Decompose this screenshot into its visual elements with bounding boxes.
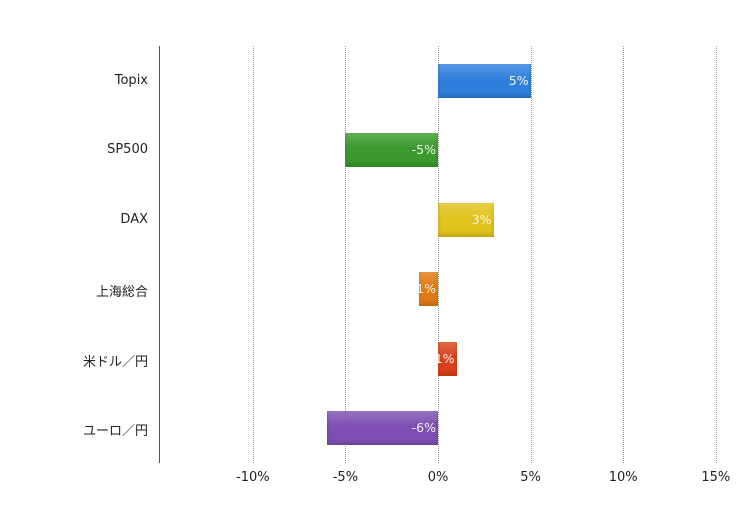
bar-value-label: -5% [411, 142, 436, 158]
bar [419, 272, 438, 307]
x-tick-label: -10% [236, 470, 270, 485]
bar-value-label: -1% [411, 281, 436, 297]
category-label: ユーロ／円 [82, 424, 148, 439]
y-axis-line [159, 46, 160, 463]
gridline [438, 46, 439, 463]
x-tick-label: 15% [701, 470, 731, 485]
x-tick-label: -5% [332, 470, 359, 485]
x-tick-label: 10% [608, 470, 638, 485]
bar-value-label: -6% [411, 420, 436, 435]
bar [345, 133, 438, 168]
bar-value-label: 5% [508, 73, 529, 88]
category-label: DAX [120, 211, 148, 227]
category-label: 上海総合 [95, 285, 148, 301]
category-label: SP500 [107, 142, 148, 158]
gridline [623, 46, 625, 463]
bar-value-label: 1% [434, 350, 455, 366]
category-label: Topix [114, 73, 148, 88]
gridline [530, 46, 532, 463]
bar [438, 202, 494, 237]
category-label: 米ドル／円 [82, 354, 148, 370]
gridline [252, 46, 254, 463]
bar-value-label: 3% [471, 211, 492, 227]
bar [326, 411, 438, 445]
x-tick-label: 0% [427, 470, 449, 485]
bar [438, 341, 457, 376]
gridline [715, 46, 717, 463]
gridline [345, 46, 347, 463]
x-tick-label: 5% [520, 470, 541, 485]
bar [438, 64, 531, 98]
